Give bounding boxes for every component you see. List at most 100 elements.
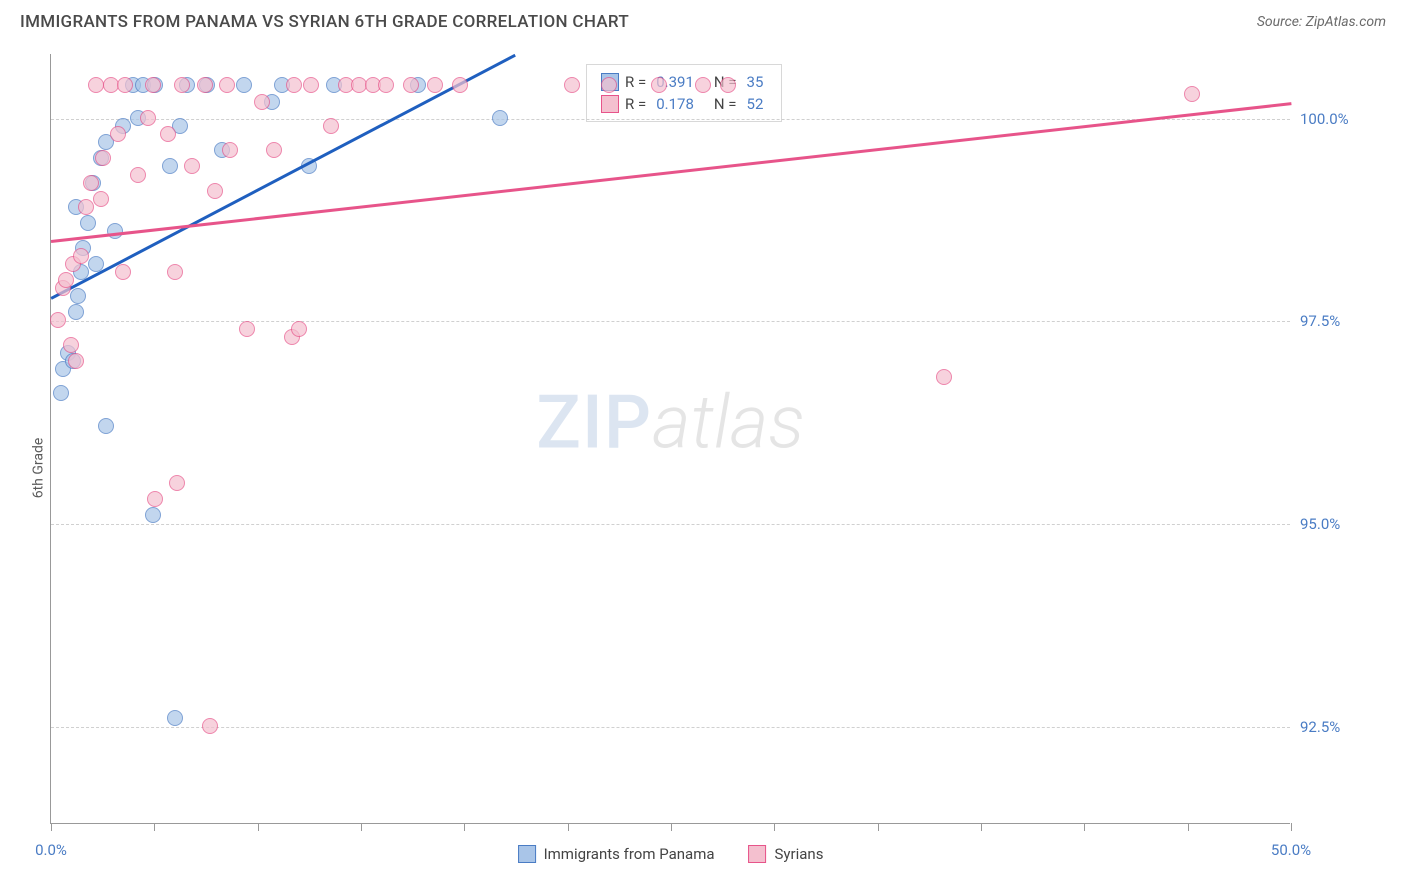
y-tick-label: 95.0% xyxy=(1300,515,1380,533)
series-legend-label: Syrians xyxy=(775,845,824,863)
legend-row-panama: R =0.391N =35 xyxy=(601,71,767,93)
data-point-syrians xyxy=(117,77,133,93)
data-point-syrians xyxy=(63,337,79,353)
data-point-panama xyxy=(70,288,86,304)
x-tick xyxy=(51,823,52,831)
data-point-syrians xyxy=(197,77,213,93)
data-point-syrians xyxy=(351,77,367,93)
x-tick xyxy=(258,823,259,831)
chart-header: IMMIGRANTS FROM PANAMA VS SYRIAN 6TH GRA… xyxy=(0,0,1406,40)
x-tick xyxy=(464,823,465,831)
legend-n-label: N = xyxy=(714,95,737,113)
legend-r-value: 0.178 xyxy=(656,95,694,113)
data-point-syrians xyxy=(202,718,218,734)
x-tick xyxy=(1188,823,1189,831)
x-tick xyxy=(671,823,672,831)
gridline-h xyxy=(51,524,1290,525)
data-point-syrians xyxy=(303,77,319,93)
data-point-syrians xyxy=(184,158,200,174)
x-tick xyxy=(361,823,362,831)
legend-swatch-icon xyxy=(518,845,536,863)
data-point-syrians xyxy=(140,110,156,126)
series-legend-label: Immigrants from Panama xyxy=(544,845,715,863)
data-point-syrians xyxy=(88,77,104,93)
data-point-syrians xyxy=(167,264,183,280)
series-legend-item-panama: Immigrants from Panama xyxy=(518,845,715,863)
source-name: ZipAtlas.com xyxy=(1306,14,1386,30)
data-point-syrians xyxy=(452,77,468,93)
gridline-h xyxy=(51,727,1290,728)
data-point-syrians xyxy=(266,142,282,158)
data-point-panama xyxy=(162,158,178,174)
data-point-syrians xyxy=(564,77,580,93)
data-point-panama xyxy=(145,507,161,523)
x-tick xyxy=(1291,823,1292,831)
watermark-atlas: atlas xyxy=(652,380,805,467)
data-point-syrians xyxy=(239,321,255,337)
watermark: ZIPatlas xyxy=(536,380,804,467)
data-point-panama xyxy=(68,304,84,320)
data-point-syrians xyxy=(291,321,307,337)
x-tick-label: 0.0% xyxy=(35,841,67,859)
y-axis-label: 6th Grade xyxy=(30,438,46,499)
source-prefix: Source: xyxy=(1257,14,1306,30)
series-legend-item-syrians: Syrians xyxy=(749,845,824,863)
data-point-syrians xyxy=(1184,86,1200,102)
data-point-syrians xyxy=(83,175,99,191)
legend-n-value: 52 xyxy=(747,95,764,113)
data-point-syrians xyxy=(103,77,119,93)
data-point-panama xyxy=(492,110,508,126)
legend-r-label: R = xyxy=(625,95,646,113)
data-point-syrians xyxy=(73,248,89,264)
data-point-syrians xyxy=(169,475,185,491)
data-point-syrians xyxy=(695,77,711,93)
data-point-syrians xyxy=(58,272,74,288)
legend-r-label: R = xyxy=(625,73,646,91)
watermark-zip: ZIP xyxy=(536,380,652,467)
data-point-syrians xyxy=(160,126,176,142)
data-point-syrians xyxy=(222,142,238,158)
data-point-syrians xyxy=(50,312,66,328)
data-point-panama xyxy=(53,385,69,401)
chart-container: 6th Grade ZIPatlas R =0.391N =35R =0.178… xyxy=(0,44,1406,892)
data-point-syrians xyxy=(174,77,190,93)
data-point-syrians xyxy=(403,77,419,93)
y-tick-label: 97.5% xyxy=(1300,312,1380,330)
data-point-syrians xyxy=(93,191,109,207)
data-point-syrians xyxy=(95,150,111,166)
source-attribution: Source: ZipAtlas.com xyxy=(1257,14,1386,30)
data-point-syrians xyxy=(601,77,617,93)
data-point-syrians xyxy=(427,77,443,93)
correlation-legend: R =0.391N =35R =0.178N =52 xyxy=(586,64,782,122)
gridline-h xyxy=(51,321,1290,322)
data-point-syrians xyxy=(651,77,667,93)
data-point-syrians xyxy=(147,491,163,507)
data-point-syrians xyxy=(936,369,952,385)
data-point-syrians xyxy=(110,126,126,142)
x-tick-label: 50.0% xyxy=(1271,841,1311,859)
legend-swatch-icon xyxy=(601,95,619,113)
gridline-h xyxy=(51,119,1290,120)
x-tick xyxy=(1084,823,1085,831)
series-legend: Immigrants from Panama Syrians xyxy=(518,845,824,863)
legend-row-syrians: R = 0.178 N = 52 xyxy=(601,93,767,115)
data-point-syrians xyxy=(254,94,270,110)
legend-swatch-icon xyxy=(749,845,767,863)
data-point-syrians xyxy=(378,77,394,93)
data-point-syrians xyxy=(78,199,94,215)
x-tick xyxy=(981,823,982,831)
data-point-panama xyxy=(167,710,183,726)
data-point-syrians xyxy=(68,353,84,369)
plot-area: ZIPatlas R =0.391N =35R =0.178N =52 Immi… xyxy=(50,54,1290,824)
y-tick-label: 92.5% xyxy=(1300,718,1380,736)
chart-title: IMMIGRANTS FROM PANAMA VS SYRIAN 6TH GRA… xyxy=(20,12,629,32)
data-point-syrians xyxy=(145,77,161,93)
x-tick xyxy=(774,823,775,831)
data-point-syrians xyxy=(115,264,131,280)
x-tick xyxy=(154,823,155,831)
data-point-syrians xyxy=(130,167,146,183)
data-point-syrians xyxy=(323,118,339,134)
data-point-panama xyxy=(80,215,96,231)
data-point-syrians xyxy=(207,183,223,199)
legend-n-value: 35 xyxy=(747,73,764,91)
